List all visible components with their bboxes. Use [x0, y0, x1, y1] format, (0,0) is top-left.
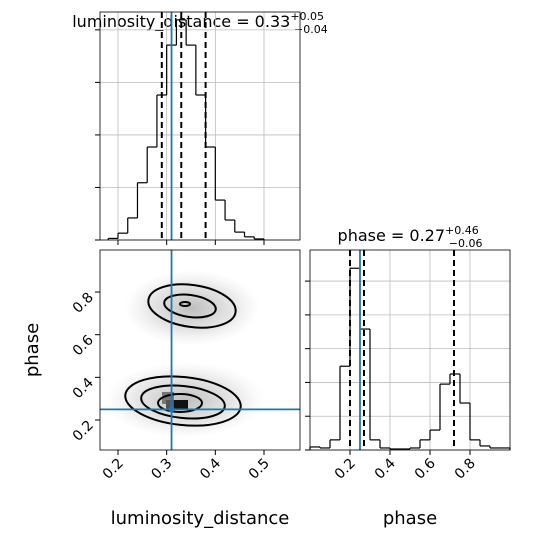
x-axis-label: luminosity_distance	[111, 508, 290, 529]
x-tick-label: 0.6	[412, 455, 439, 482]
y-tick-label: 0.6	[70, 332, 97, 359]
y-tick-label: 0.2	[70, 418, 97, 445]
x-tick-label: 0.4	[197, 455, 224, 482]
contours	[124, 283, 242, 427]
y-tick-label: 0.8	[70, 290, 97, 317]
x-axis-label: phase	[383, 508, 437, 529]
truth-point	[168, 406, 175, 413]
y-axis-label: phase	[22, 323, 43, 377]
x-tick-label: 0.2	[332, 456, 359, 483]
panel-frame	[99, 249, 301, 451]
panel-title: luminosity_distance = 0.33+0.05 −0.04	[72, 10, 328, 36]
x-tick-label: 0.5	[246, 456, 273, 483]
x-tick-label: 0.8	[452, 456, 479, 483]
panel-frame	[309, 249, 511, 451]
panel-title: phase = 0.27+0.46 −0.06	[338, 224, 483, 250]
x-tick-label: 0.4	[372, 455, 399, 482]
x-tick-label: 0.3	[148, 456, 175, 483]
x-tick-label: 0.2	[100, 456, 127, 483]
y-tick-label: 0.4	[70, 375, 97, 402]
panel-frame	[99, 11, 301, 241]
